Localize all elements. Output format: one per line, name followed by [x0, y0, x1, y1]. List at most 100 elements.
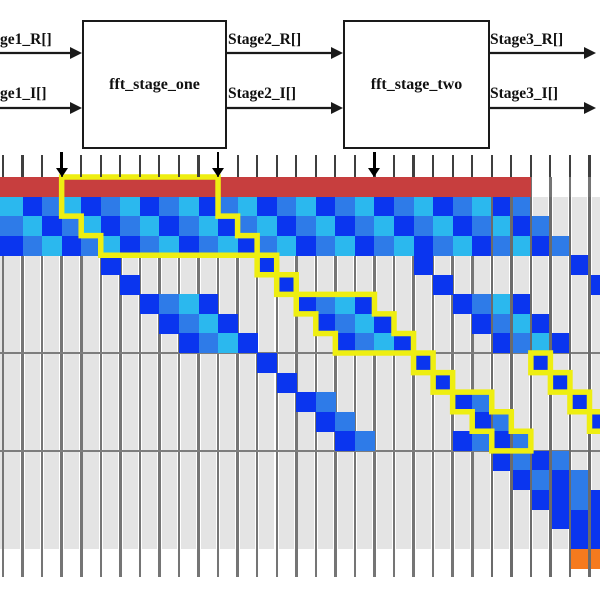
fft-stage-one-label: fft_stage_one: [109, 75, 200, 93]
op-cell: [374, 235, 395, 256]
grid-vline: [236, 177, 239, 577]
op-cell: [22, 235, 43, 256]
cycle-tick: [1, 155, 5, 177]
op-cell: [276, 235, 297, 256]
op-cell: [433, 216, 454, 237]
op-cell: [22, 196, 43, 217]
op-cell: [120, 274, 141, 295]
op-cell: [433, 196, 454, 217]
op-cell: [139, 196, 160, 217]
stage-output-cell: [569, 548, 590, 569]
op-cell: [61, 216, 82, 237]
op-cell: [491, 235, 512, 256]
op-cell: [296, 294, 317, 315]
op-cell: [452, 431, 473, 452]
op-cell: [335, 235, 356, 256]
op-cell: [335, 313, 356, 334]
op-cell: [237, 216, 258, 237]
grid-column: [142, 196, 158, 549]
op-cell: [100, 216, 121, 237]
op-cell: [81, 196, 102, 217]
op-cell: [237, 333, 258, 354]
grid-vline: [99, 177, 103, 577]
op-cell: [257, 196, 278, 217]
op-cell: [218, 216, 238, 237]
op-cell: [569, 392, 590, 413]
op-cell: [472, 216, 493, 237]
grid-column: [454, 196, 470, 549]
op-cell: [433, 372, 454, 393]
grid-vline: [373, 177, 376, 577]
op-cell: [159, 196, 180, 217]
op-cell: [550, 372, 571, 393]
cycle-tick: [41, 155, 44, 177]
op-cell: [178, 313, 199, 334]
op-cell: [511, 431, 532, 452]
arrowhead-icon: [70, 102, 82, 114]
op-cell: [394, 196, 414, 217]
op-cell: [315, 294, 336, 315]
grid-column: [181, 196, 197, 549]
op-cell: [530, 353, 551, 373]
grid-vline: [334, 177, 337, 577]
op-cell: [472, 411, 493, 432]
stage2-r-label: Stage2_R[]: [228, 31, 302, 48]
op-cell: [550, 489, 571, 510]
op-cell: [511, 333, 532, 354]
op-cell: [569, 470, 590, 491]
op-cell: [296, 196, 317, 217]
op-cell: [550, 235, 571, 256]
op-cell: [178, 235, 199, 256]
grid-vline: [588, 196, 591, 577]
op-cell: [491, 294, 512, 315]
op-cell: [569, 509, 590, 530]
cycle-tick: [275, 155, 278, 177]
grid-column: [63, 196, 79, 549]
grid-column: [0, 196, 21, 549]
op-cell: [178, 294, 199, 315]
op-cell: [530, 216, 551, 237]
grid-vline: [40, 177, 44, 577]
op-cell: [100, 255, 121, 276]
op-cell: [550, 333, 571, 354]
grid-vline: [529, 196, 533, 577]
op-cell: [296, 392, 317, 413]
grid-vline: [197, 177, 200, 577]
op-cell: [569, 489, 590, 510]
op-cell: [569, 255, 590, 276]
op-cell: [315, 313, 336, 334]
cycle-tick: [588, 155, 591, 177]
op-cell: [511, 216, 532, 237]
cycle-tick: [138, 155, 141, 177]
op-cell: [178, 216, 199, 237]
grid-vline: [392, 177, 396, 577]
op-cell: [315, 235, 336, 256]
op-cell: [120, 216, 141, 237]
fft-stage-two-label: fft_stage_two: [370, 75, 463, 93]
op-cell: [354, 313, 375, 334]
op-cell: [276, 196, 297, 217]
op-cell: [296, 216, 317, 237]
op-cell: [139, 235, 160, 256]
op-cell: [218, 313, 238, 334]
op-cell: [218, 235, 238, 256]
grid-vline: [119, 177, 122, 577]
op-cell: [472, 431, 493, 452]
grid-vline: [1, 177, 5, 577]
stage1-i-label: ge1_I[]: [0, 85, 47, 102]
op-cell: [589, 529, 600, 550]
op-cell: [218, 196, 238, 217]
cycle-tick: [119, 155, 122, 177]
op-cell: [139, 294, 160, 315]
arrowhead-icon: [70, 47, 82, 59]
op-cell: [374, 313, 395, 334]
op-cell: [589, 274, 600, 295]
op-cell: [81, 235, 102, 256]
op-cell: [276, 216, 297, 237]
op-cell: [257, 353, 278, 373]
op-cell: [511, 196, 532, 217]
op-cell: [276, 372, 297, 393]
row-separator: [0, 351, 600, 355]
op-cell: [354, 431, 375, 452]
